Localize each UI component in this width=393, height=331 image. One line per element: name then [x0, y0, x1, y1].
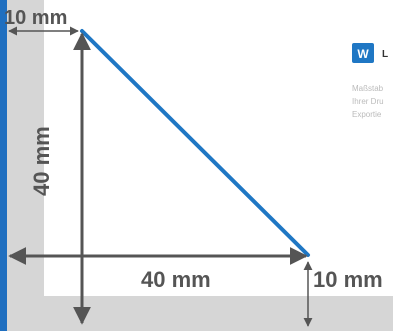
logo-word: L: [382, 49, 388, 60]
logo-mark: W: [357, 47, 369, 61]
left-margin-band: [7, 0, 44, 331]
triangle-hypotenuse: [80, 29, 310, 257]
right-margin-label: 10 mm: [313, 267, 383, 292]
height-label: 40 mm: [29, 126, 54, 196]
bottom-margin-band: [7, 296, 393, 331]
w-logo-icon: [352, 43, 374, 63]
top-margin-label: 10 mm: [4, 7, 67, 29]
base-label: 40 mm: [141, 267, 211, 292]
panel-line-2: Ihrer Dru: [352, 97, 384, 106]
panel-line-3: Exportie: [352, 110, 382, 119]
left-accent-bar: [0, 0, 7, 331]
brand-panel: W L Maßstab Ihrer Dru Exportie: [352, 43, 388, 119]
panel-line-1: Maßstab: [352, 84, 384, 93]
